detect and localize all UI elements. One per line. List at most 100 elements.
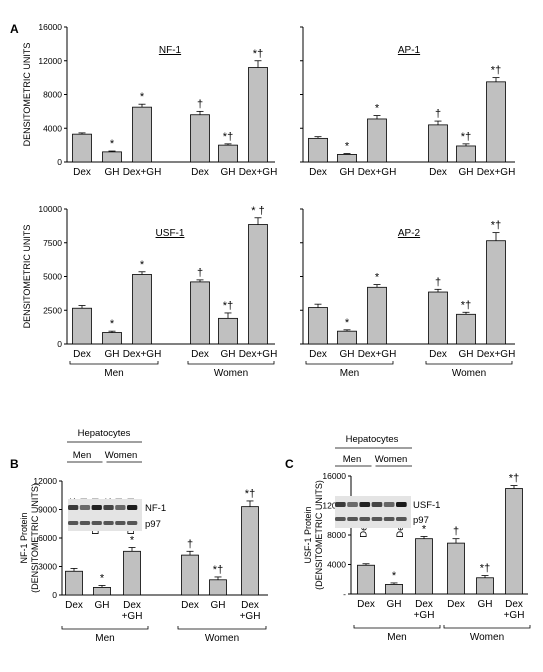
group-label: Men [387, 632, 406, 643]
blot-band-target [383, 502, 395, 507]
x-tick-label: GH [211, 600, 226, 611]
y-axis-label: USF-1 Protein(DENSITOMETRIC UNITS) [303, 480, 324, 590]
significance-mark: *† [245, 488, 255, 500]
significance-mark: * [345, 141, 350, 153]
significance-mark: † [197, 267, 203, 279]
group-label: Men [104, 368, 123, 379]
x-tick-label: Dex [505, 599, 523, 610]
blot-band-p97 [383, 517, 395, 521]
bar [337, 154, 357, 163]
y-tick-label: 12000 [33, 476, 57, 486]
significance-mark: * [375, 272, 380, 284]
x-tick-label: +GH [504, 610, 525, 621]
significance-mark: * [140, 91, 145, 103]
bar [486, 240, 506, 345]
x-tick-label: Dex [447, 599, 465, 610]
significance-mark: *† [480, 563, 490, 575]
chart-ap1_a: AP-1 Dex * GH * Dex+GH † Dex *† GH *† Dex+GH [300, 26, 515, 178]
blot-band-label: p97 [413, 515, 429, 526]
x-tick-label: GH [95, 600, 110, 611]
bar [248, 224, 268, 345]
bar [357, 564, 375, 595]
significance-mark: † [453, 526, 459, 538]
blot-membrane [68, 499, 142, 531]
x-tick-label: GH [105, 349, 120, 360]
y-tick-label: 8000 [43, 90, 62, 100]
blot-band-p97 [371, 517, 383, 521]
y-axis-label: DENSITOMETRIC UNITS [22, 43, 32, 147]
chart-title: USF-1 [156, 228, 185, 239]
y-tick-label: - [343, 589, 346, 599]
blot-band-label: NF-1 [145, 503, 166, 514]
y-tick-label: 0 [57, 339, 62, 349]
bar [385, 584, 403, 595]
y-axis-label: NF-1 Protein(DENSITOMETRIC UNITS) [19, 483, 40, 593]
x-tick-label: Dex [415, 599, 433, 610]
blot-group-men: Men [343, 454, 361, 465]
significance-mark: *† [213, 564, 223, 576]
significance-mark: * [110, 138, 115, 150]
x-tick-label: GH [459, 167, 474, 178]
panel-label-a: A [10, 22, 19, 36]
y-axis-label-line: USF-1 Protein [303, 506, 313, 563]
bar [190, 114, 210, 163]
significance-mark: *† [491, 65, 501, 77]
x-tick-label: Dex [181, 600, 199, 611]
x-tick-label: Dex+GH [239, 349, 278, 360]
bar [415, 538, 433, 595]
x-tick-label: Dex+GH [123, 167, 162, 178]
bar [190, 281, 210, 345]
blot-header: Hepatocytes [78, 428, 131, 439]
blot-band-label: USF-1 [413, 500, 440, 511]
x-tick-label: GH [340, 167, 355, 178]
chart-ap2_a: AP-2 Dex * GH * Dex+GH † Dex *† GH *† Dex+GH Men Wome… [300, 208, 515, 379]
group-label: Men [340, 368, 359, 379]
blot-band-p97 [127, 521, 138, 525]
blot-band-p97 [91, 521, 102, 525]
significance-mark: *† [461, 131, 471, 143]
bar [102, 151, 122, 163]
blot-band-target [68, 505, 79, 510]
y-tick-label: 4000 [327, 560, 346, 570]
y-tick-label: 8000 [327, 530, 346, 540]
x-tick-label: GH [387, 599, 402, 610]
bar [123, 550, 141, 596]
bar [248, 67, 268, 163]
bar [102, 332, 122, 345]
bar [308, 137, 328, 163]
blot-group-women: Women [375, 454, 408, 465]
blot-band-target [127, 505, 138, 510]
significance-mark: *† [253, 48, 263, 60]
x-tick-label: Dex+GH [358, 167, 397, 178]
significance-mark: * [130, 535, 135, 547]
blot-band-p97 [396, 517, 407, 521]
y-tick-label: 16000 [322, 471, 346, 481]
blot-band-p97 [103, 521, 114, 525]
bar [447, 542, 465, 595]
y-tick-label: 0 [57, 157, 62, 167]
blot-band-target [91, 505, 102, 510]
y-axis-label-line: NF-1 Protein [19, 512, 29, 563]
x-tick-label: Dex [123, 600, 141, 611]
blot-band-target [335, 502, 346, 507]
x-tick-label: GH [340, 349, 355, 360]
blot-band-p97 [79, 521, 91, 525]
y-tick-label: 0 [52, 590, 57, 600]
x-tick-label: Dex [191, 167, 209, 178]
significance-mark: * [140, 259, 145, 271]
y-tick-label: 5000 [43, 272, 62, 282]
significance-mark: * [422, 523, 427, 535]
y-axis-label: DENSITOMETRIC UNITS [22, 225, 32, 329]
x-tick-label: Dex+GH [358, 349, 397, 360]
group-bracket [187, 361, 275, 365]
blot-band-p97 [335, 517, 346, 521]
bar [72, 133, 92, 163]
group-bracket [61, 626, 149, 630]
y-tick-label: 7500 [43, 238, 62, 248]
x-tick-label: GH [221, 167, 236, 178]
bar [476, 577, 494, 595]
chart-title: AP-1 [398, 45, 421, 56]
y-tick-label: 4000 [43, 123, 62, 133]
